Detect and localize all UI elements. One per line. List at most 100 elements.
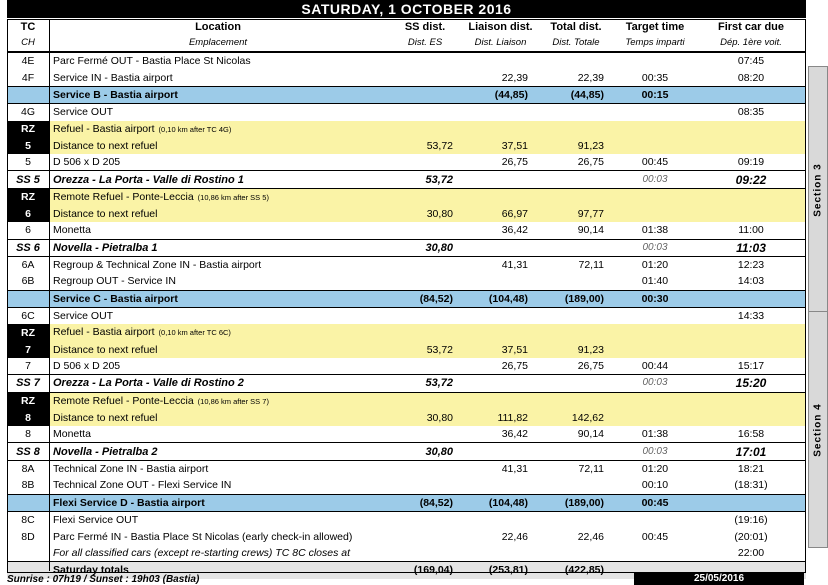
- location-text: Technical Zone OUT - Flexi Service IN: [53, 479, 232, 492]
- cell-first-car-due: [696, 392, 806, 410]
- cell-total-dist: [538, 308, 614, 325]
- cell-location: Monetta: [49, 222, 387, 239]
- cell-ss-dist: 53,72: [387, 341, 463, 358]
- cell-liaison-dist: [463, 120, 538, 138]
- cell-location: Parc Fermé IN - Bastia Place St Nicolas …: [49, 528, 387, 544]
- cell-ss-dist: [387, 460, 463, 477]
- cell-target-time: 01:40: [641, 275, 669, 288]
- cell-liaison-dist: [463, 511, 538, 528]
- cell-tc: [7, 85, 49, 105]
- cell-first-car-due: [696, 341, 806, 358]
- cell-ss-dist: [387, 392, 463, 410]
- table-row: RZ Refuel - Bastia airport (0,10 km after …: [7, 120, 806, 138]
- cell-target-time: 00:03: [614, 374, 696, 393]
- col-header-total: Total dist.: [550, 21, 602, 33]
- cell-first-car-due: 12:23: [737, 259, 765, 272]
- cell-tc: 5: [7, 137, 49, 154]
- cell-liaison-dist: [463, 374, 538, 393]
- cell-tc: 8: [25, 428, 31, 441]
- cell-liaison-dist: 41,31: [501, 463, 528, 475]
- cell-location: Service C - Bastia airport: [49, 289, 387, 309]
- cell-location: Remote Refuel - Ponte-Leccia (10,86 km af…: [49, 188, 387, 206]
- table-row: 7 D 506 x D 205 26,75 26,75 00:44 15:17: [7, 358, 806, 375]
- cell-liaison-dist: [463, 273, 538, 290]
- cell-total-dist: [538, 477, 614, 494]
- table-row: 8D Parc Fermé IN - Bastia Place St Nicola…: [7, 528, 806, 544]
- cell-total-dist: [538, 104, 614, 121]
- location-text: Service C - Bastia airport: [53, 292, 178, 305]
- cell-liaison-dist: 37,51: [463, 341, 538, 358]
- cell-tc: 7: [25, 360, 31, 373]
- cell-ss-dist: [387, 69, 463, 86]
- cell-ss-dist: (169,04): [387, 561, 463, 579]
- cell-tc: 7: [7, 341, 49, 358]
- cell-location: Monetta: [49, 426, 387, 443]
- location-text: Flexi Service OUT: [53, 514, 139, 527]
- cell-tc: 8D: [21, 530, 35, 543]
- table-row: 8B Technical Zone OUT - Flexi Service IN 0…: [7, 477, 806, 494]
- cell-ss-dist: [387, 426, 463, 443]
- location-text: Novella - Pietralba 2: [53, 445, 158, 458]
- cell-location: Saturday totals: [49, 561, 387, 579]
- location-text: Novella - Pietralba 1: [53, 241, 158, 254]
- cell-first-car-due: [696, 205, 806, 223]
- cell-tc: 4E: [7, 50, 49, 70]
- cell-total-dist: [538, 324, 614, 342]
- cell-total-dist: (189,00): [538, 289, 614, 309]
- cell-location: Service OUT: [49, 104, 387, 121]
- cell-total-dist: [538, 374, 614, 393]
- cell-target-time: 00:03: [614, 170, 696, 189]
- table-row: Flexi Service D - Bastia airport (84,52)(…: [7, 493, 806, 512]
- cell-target-time: [614, 392, 696, 410]
- cell-total-dist: [538, 273, 614, 290]
- cell-ss-dist: 53,72: [387, 374, 463, 393]
- cell-liaison-dist: [463, 545, 538, 562]
- cell-first-car-due: [696, 289, 806, 309]
- cell-target-time: 01:38: [641, 224, 669, 237]
- cell-total-dist: 72,11: [578, 259, 605, 272]
- table-row: 4F Service IN - Bastia airport 22,39 22,39 0…: [7, 69, 806, 86]
- col-header-first-car: First car due: [717, 21, 785, 33]
- location-text: D 506 x D 205: [53, 156, 121, 169]
- table-row: RZ Remote Refuel - Ponte-Leccia (10,86 km …: [7, 188, 806, 206]
- cell-location: D 506 x D 205: [49, 154, 387, 171]
- cell-liaison-dist: 66,97: [463, 205, 538, 223]
- table-row: RZ Remote Refuel - Ponte-Leccia (10,86 km …: [7, 392, 806, 410]
- cell-tc: 6B: [21, 275, 35, 288]
- cell-ss-dist: 30,80: [387, 205, 463, 223]
- cell-tc: SS 7: [7, 374, 49, 393]
- table-row: 8C Flexi Service OUT (19:16): [7, 511, 806, 528]
- table-row: 5 D 506 x D 205 26,75 26,75 00:45 09:19: [7, 154, 806, 171]
- cell-location: Regroup OUT - Service IN: [49, 273, 387, 290]
- cell-target-time: [614, 50, 696, 70]
- cell-target-time: [614, 205, 696, 223]
- location-text: Flexi Service D - Bastia airport: [53, 496, 205, 509]
- cell-first-car-due: [696, 493, 806, 512]
- table-row: 6 Distance to next refuel 30,80 66,97 97,77: [7, 205, 806, 223]
- cell-target-time: [614, 104, 696, 121]
- header-row-french: CH Emplacement Dist. ES Dist. Liaison Di…: [7, 35, 806, 53]
- table-row: SS 7 Orezza - La Porta - Valle di Rostino…: [7, 374, 806, 393]
- table-row: 6 Monetta 36,42 90,14 01:38 11:00: [7, 222, 806, 239]
- cell-target-time: [614, 341, 696, 358]
- cell-ss-dist: [387, 188, 463, 206]
- cell-tc: SS 8: [7, 442, 49, 461]
- cell-tc: 6C: [21, 310, 35, 323]
- cell-total-dist: 91,23: [538, 137, 614, 154]
- cell-ss-dist: [387, 120, 463, 138]
- table-row: 4E Parc Fermé OUT - Bastia Place St Nicol…: [7, 50, 806, 70]
- cell-total-dist: [538, 392, 614, 410]
- cell-total-dist: 142,62: [538, 409, 614, 427]
- cell-liaison-dist: [463, 170, 538, 189]
- cell-total-dist: [538, 170, 614, 189]
- cell-target-time: [614, 308, 696, 325]
- cell-target-time: [614, 409, 696, 427]
- cell-total-dist: [538, 50, 614, 70]
- col-header-liaison-fr: Dist. Liaison: [463, 35, 538, 53]
- cell-total-dist: 90,14: [577, 224, 604, 237]
- cell-total-dist: [538, 545, 614, 562]
- cell-first-car-due: 07:45: [696, 50, 806, 70]
- cell-tc: [7, 493, 49, 512]
- table-row: SS 8 Novella - Pietralba 2 30,80 00:03 17:01: [7, 442, 806, 461]
- cell-tc: 8C: [21, 514, 35, 527]
